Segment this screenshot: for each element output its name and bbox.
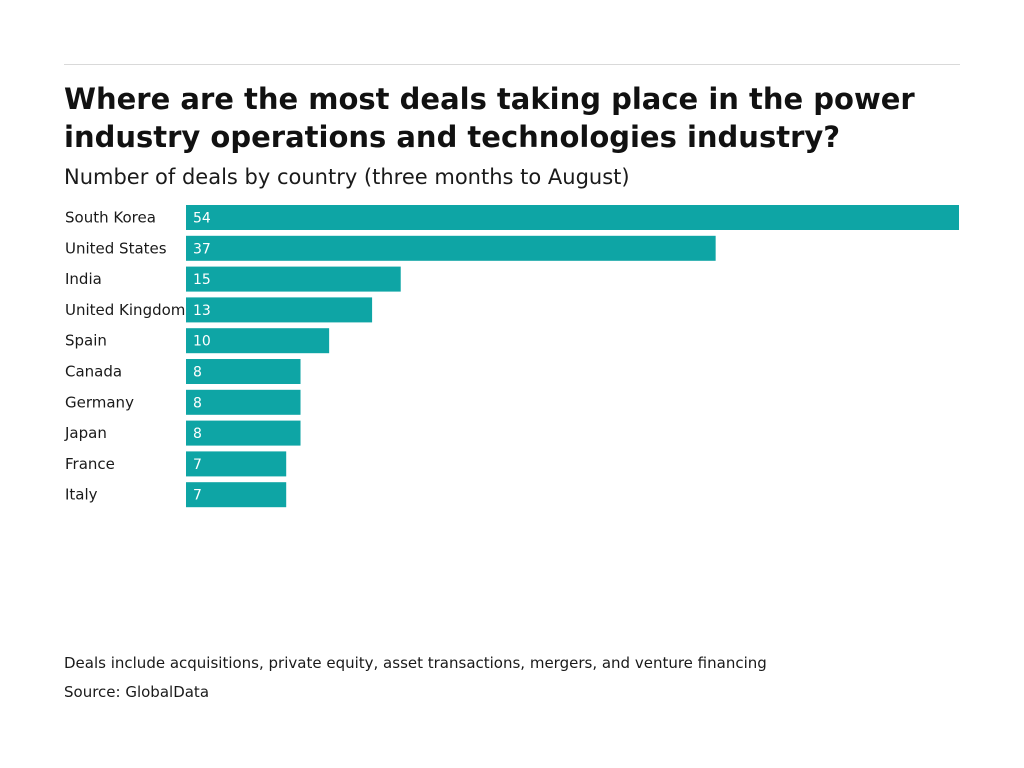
bar-india [186, 266, 401, 292]
footnote: Deals include acquisitions, private equi… [64, 654, 767, 672]
category-label-germany: Germany [65, 393, 134, 411]
category-label-united-states: United States [65, 239, 167, 257]
value-label-india: 15 [193, 272, 211, 288]
value-label-germany: 8 [193, 395, 202, 411]
value-label-canada: 8 [193, 365, 202, 381]
value-label-united-states: 37 [193, 241, 211, 257]
category-label-japan: Japan [64, 424, 107, 442]
category-label-canada: Canada [65, 363, 122, 381]
value-label-france: 7 [193, 457, 202, 473]
bar-united-states [186, 235, 716, 261]
bar-italy [186, 482, 287, 508]
bar-canada [186, 359, 301, 384]
category-label-south-korea: South Korea [65, 209, 156, 227]
bar-spain [186, 328, 330, 354]
category-label-united-kingdom: United Kingdom [65, 301, 185, 319]
top-divider [64, 64, 960, 65]
category-label-france: France [65, 455, 115, 473]
bar-united-kingdom [186, 297, 373, 323]
bar-france [186, 451, 287, 477]
category-label-india: India [65, 270, 102, 288]
value-label-united-kingdom: 13 [193, 303, 211, 319]
value-label-spain: 10 [193, 334, 211, 350]
chart-title: Where are the most deals taking place in… [64, 82, 915, 154]
value-label-japan: 8 [193, 426, 202, 442]
category-label-italy: Italy [65, 486, 98, 504]
chart-subtitle: Number of deals by country (three months… [64, 165, 630, 189]
source-note: Source: GlobalData [64, 683, 210, 701]
category-label-spain: Spain [65, 332, 107, 350]
bar-south-korea [186, 205, 959, 230]
value-label-south-korea: 54 [193, 211, 211, 227]
value-label-italy: 7 [193, 488, 202, 504]
bar-germany [186, 389, 301, 415]
bar-japan [186, 420, 301, 446]
